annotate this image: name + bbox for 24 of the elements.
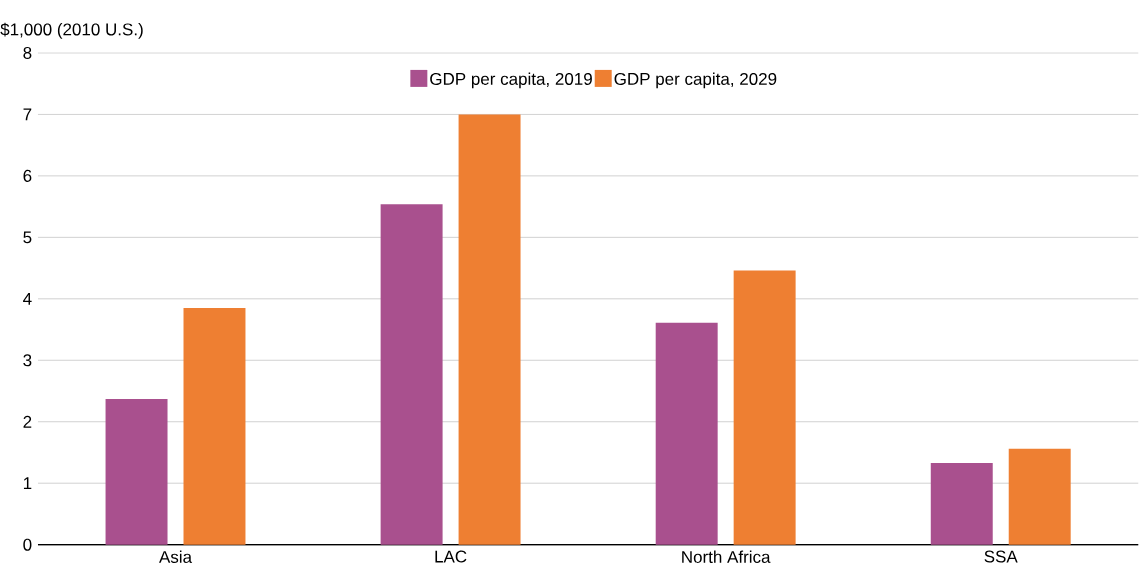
bar: [380, 204, 443, 545]
y-tick-label: 2: [23, 415, 32, 428]
x-tick-label: North Africa: [682, 550, 771, 564]
bar: [1008, 448, 1071, 545]
y-tick-label: 3: [23, 354, 32, 367]
y-tick-label: 0: [23, 538, 32, 551]
y-axis-title: $1,000 (2010 U.S.): [0, 22, 143, 39]
legend-label: GDP per capita, 2019: [430, 72, 592, 89]
y-tick-label: 7: [23, 108, 32, 121]
y-tick-label: 4: [23, 293, 32, 305]
bar: [930, 463, 993, 545]
bar: [105, 399, 168, 545]
bar: [183, 308, 246, 545]
bar: [733, 270, 796, 545]
bar: [655, 322, 718, 545]
y-tick-label: 6: [23, 170, 32, 183]
x-tick-label: Asia: [159, 550, 193, 564]
x-tick-label: LAC: [435, 550, 467, 563]
x-tick-label: SSA: [984, 550, 1018, 563]
bar: [458, 114, 521, 545]
y-tick-label: 5: [23, 231, 32, 244]
y-tick-label: 1: [23, 477, 32, 490]
y-tick-label: 8: [23, 47, 32, 60]
legend-label: GDP per capita, 2029: [614, 72, 777, 89]
